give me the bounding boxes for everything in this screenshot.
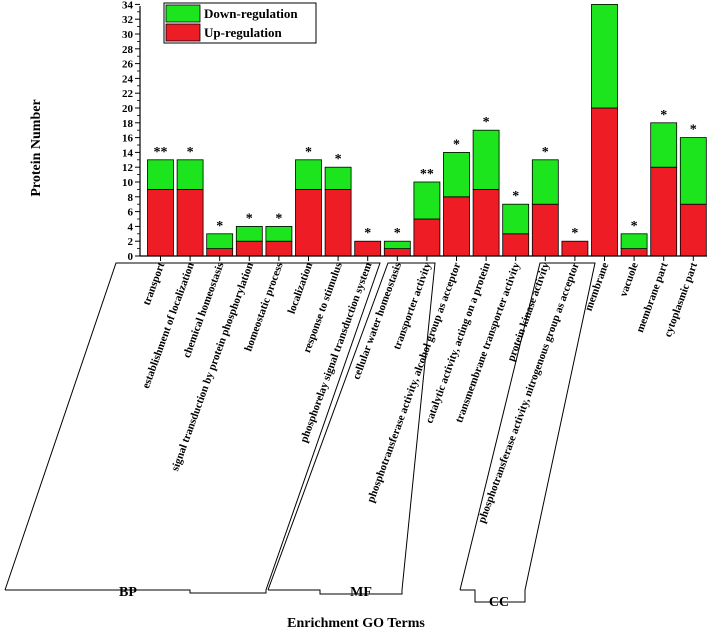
bar-up-9 [413, 218, 441, 257]
category-label: membrane [583, 261, 612, 313]
significance-label: * [216, 219, 223, 234]
y-tick-label: 16 [122, 133, 134, 145]
bar-down-8 [383, 240, 411, 249]
significance-label: * [512, 189, 519, 204]
bar-down-10 [443, 151, 470, 198]
significance-markers: ********************** [154, 0, 697, 241]
category-label: transport [141, 261, 168, 307]
bar-up-6 [324, 188, 352, 257]
significance-label: * [571, 226, 578, 241]
y-tick-label: 14 [122, 147, 134, 159]
category-label: localization [286, 261, 316, 316]
significance-label: * [187, 145, 194, 160]
bar-up-3 [235, 240, 263, 257]
significance-label: * [246, 211, 253, 226]
y-tick-label: 18 [122, 118, 134, 130]
bar-down-1 [176, 159, 204, 190]
y-tick-label: 4 [128, 221, 134, 233]
significance-label: * [275, 211, 282, 226]
bar-up-10 [443, 196, 470, 257]
bar-up-17 [650, 166, 678, 257]
y-tick-label: 8 [128, 192, 134, 204]
significance-label: ** [154, 145, 168, 160]
bar-down-17 [650, 122, 678, 168]
bar-down-11 [472, 129, 500, 190]
legend: Down-regulation Up-regulation [163, 2, 317, 44]
bar-up-16 [620, 248, 648, 257]
x-axis-title: Enrichment GO Terms [287, 616, 425, 631]
group-label-mf: MF [350, 585, 372, 600]
significance-label: * [660, 108, 667, 123]
y-tick-label: 10 [122, 177, 134, 189]
bar-down-5 [295, 159, 322, 190]
significance-label: ** [420, 167, 434, 182]
bar-down-13 [531, 159, 559, 205]
significance-label: * [542, 145, 549, 160]
bar-up-8 [383, 248, 411, 257]
bar-down-0 [147, 159, 174, 190]
y-tick-label: 22 [122, 88, 134, 100]
bar-up-15 [591, 107, 618, 257]
y-tick-label: 20 [122, 103, 134, 115]
y-axis: 024681012141618202224262830323436 [122, 0, 141, 263]
bar-up-2 [206, 248, 234, 257]
y-tick-label: 26 [122, 59, 134, 71]
legend-label: Down-regulation [204, 6, 298, 21]
legend-label: Up-regulation [204, 25, 283, 40]
significance-label: * [335, 152, 342, 167]
significance-label: * [305, 145, 312, 160]
bar-up-12 [502, 233, 530, 257]
bar-up-5 [295, 188, 322, 257]
bar-up-18 [679, 203, 707, 257]
bar-down-12 [502, 203, 530, 235]
y-tick-label: 34 [122, 0, 134, 11]
bar-up-13 [531, 203, 559, 257]
y-tick-label: 2 [128, 236, 134, 248]
bar-up-7 [354, 240, 382, 257]
x-axis [140, 255, 707, 261]
bar-up-4 [265, 240, 293, 257]
significance-label: * [394, 226, 401, 241]
y-tick-label: 28 [122, 44, 134, 56]
bars-layer [147, 4, 707, 257]
bar-up-0 [147, 188, 174, 257]
bar-down-15 [591, 4, 618, 109]
group-label-bp: BP [119, 585, 137, 600]
group-bracket-mf [267, 262, 436, 595]
bar-up-1 [176, 188, 204, 257]
bar-down-18 [679, 137, 707, 205]
bar-up-14 [561, 240, 589, 257]
significance-label: ** [598, 0, 612, 4]
bar-down-9 [413, 181, 441, 220]
bar-down-16 [620, 233, 648, 250]
category-label: vacuole [618, 261, 641, 299]
significance-label: * [453, 137, 460, 152]
significance-label: * [364, 226, 371, 241]
y-tick-label: 0 [128, 251, 134, 263]
y-tick-label: 24 [122, 73, 134, 85]
legend-swatch [165, 23, 201, 42]
group-bracket-bp [4, 262, 381, 594]
bar-down-3 [235, 225, 263, 242]
y-tick-label: 32 [122, 14, 134, 26]
y-tick-label: 30 [122, 29, 134, 41]
group-brackets: BP MF CC [4, 262, 596, 610]
bar-down-2 [206, 233, 234, 250]
significance-label: * [631, 219, 638, 234]
legend-swatch [165, 4, 201, 23]
y-tick-label: 6 [128, 207, 134, 219]
bar-up-11 [472, 188, 500, 257]
significance-label: * [483, 115, 490, 130]
bar-down-6 [324, 166, 352, 190]
group-label-cc: CC [489, 595, 509, 610]
y-tick-label: 12 [122, 162, 134, 174]
bar-down-4 [265, 225, 293, 242]
group-bracket-cc [459, 262, 596, 603]
y-axis-title: Protein Number [29, 99, 44, 196]
significance-label: * [690, 123, 697, 138]
